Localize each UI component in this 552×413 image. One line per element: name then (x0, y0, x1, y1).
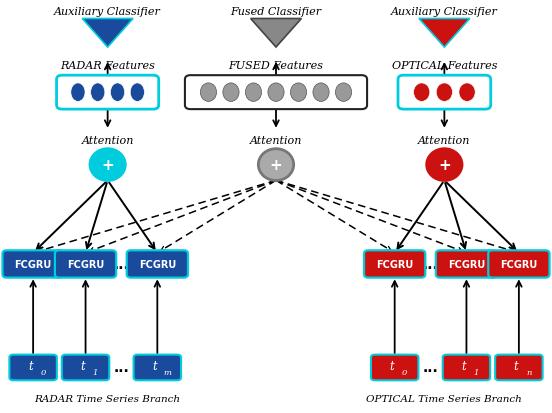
Text: +: + (438, 158, 451, 173)
Ellipse shape (130, 84, 145, 102)
FancyBboxPatch shape (443, 355, 490, 380)
Text: FCGRU: FCGRU (67, 259, 104, 269)
Text: 1: 1 (93, 368, 98, 376)
Ellipse shape (427, 150, 462, 181)
FancyBboxPatch shape (371, 355, 418, 380)
FancyBboxPatch shape (9, 355, 57, 380)
FancyBboxPatch shape (488, 251, 549, 278)
FancyBboxPatch shape (2, 251, 63, 278)
Ellipse shape (290, 84, 306, 102)
Text: t: t (514, 359, 518, 372)
Text: FCGRU: FCGRU (139, 259, 176, 269)
Text: ...: ... (114, 257, 129, 271)
Text: FUSED Features: FUSED Features (229, 61, 323, 71)
Text: t: t (28, 359, 33, 372)
Text: FCGRU: FCGRU (448, 259, 485, 269)
Ellipse shape (71, 84, 85, 102)
FancyBboxPatch shape (398, 76, 491, 110)
FancyBboxPatch shape (185, 76, 367, 110)
Ellipse shape (246, 84, 262, 102)
Text: Attention: Attention (418, 135, 470, 145)
FancyBboxPatch shape (55, 251, 116, 278)
Text: OPTICAL Features: OPTICAL Features (391, 61, 497, 71)
Text: Auxiliary Classifier: Auxiliary Classifier (54, 7, 161, 17)
Ellipse shape (110, 84, 125, 102)
Text: RADAR Time Series Branch: RADAR Time Series Branch (35, 394, 181, 403)
FancyBboxPatch shape (126, 251, 188, 278)
FancyBboxPatch shape (57, 76, 159, 110)
Ellipse shape (90, 150, 125, 181)
Ellipse shape (258, 150, 294, 181)
FancyBboxPatch shape (436, 251, 497, 278)
Text: 0: 0 (402, 368, 407, 376)
FancyBboxPatch shape (134, 355, 181, 380)
Ellipse shape (91, 84, 105, 102)
Polygon shape (251, 19, 301, 48)
Text: ...: ... (423, 257, 438, 271)
Text: t: t (81, 359, 85, 372)
FancyBboxPatch shape (495, 355, 543, 380)
Text: +: + (269, 158, 283, 173)
Text: Fused Classifier: Fused Classifier (230, 7, 322, 17)
Text: ...: ... (423, 361, 438, 375)
Text: FCGRU: FCGRU (500, 259, 538, 269)
Text: RADAR Features: RADAR Features (60, 61, 155, 71)
Text: t: t (390, 359, 394, 372)
Text: FCGRU: FCGRU (14, 259, 52, 269)
Text: FCGRU: FCGRU (376, 259, 413, 269)
Text: Attention: Attention (82, 135, 134, 145)
Text: +: + (101, 158, 114, 173)
Ellipse shape (436, 84, 453, 102)
Ellipse shape (459, 84, 475, 102)
Polygon shape (419, 19, 470, 48)
Text: t: t (461, 359, 466, 372)
Text: m: m (163, 368, 171, 376)
Text: t: t (152, 359, 157, 372)
Ellipse shape (313, 84, 329, 102)
Polygon shape (82, 19, 133, 48)
FancyBboxPatch shape (62, 355, 109, 380)
FancyBboxPatch shape (364, 251, 425, 278)
Ellipse shape (413, 84, 430, 102)
Text: 1: 1 (474, 368, 479, 376)
Text: Auxiliary Classifier: Auxiliary Classifier (391, 7, 498, 17)
Text: n: n (526, 368, 532, 376)
Text: 0: 0 (40, 368, 46, 376)
Ellipse shape (336, 84, 352, 102)
Text: OPTICAL Time Series Branch: OPTICAL Time Series Branch (367, 394, 522, 403)
Ellipse shape (223, 84, 239, 102)
Text: Attention: Attention (250, 135, 302, 145)
Text: ...: ... (114, 361, 129, 375)
Ellipse shape (268, 84, 284, 102)
Ellipse shape (200, 84, 216, 102)
